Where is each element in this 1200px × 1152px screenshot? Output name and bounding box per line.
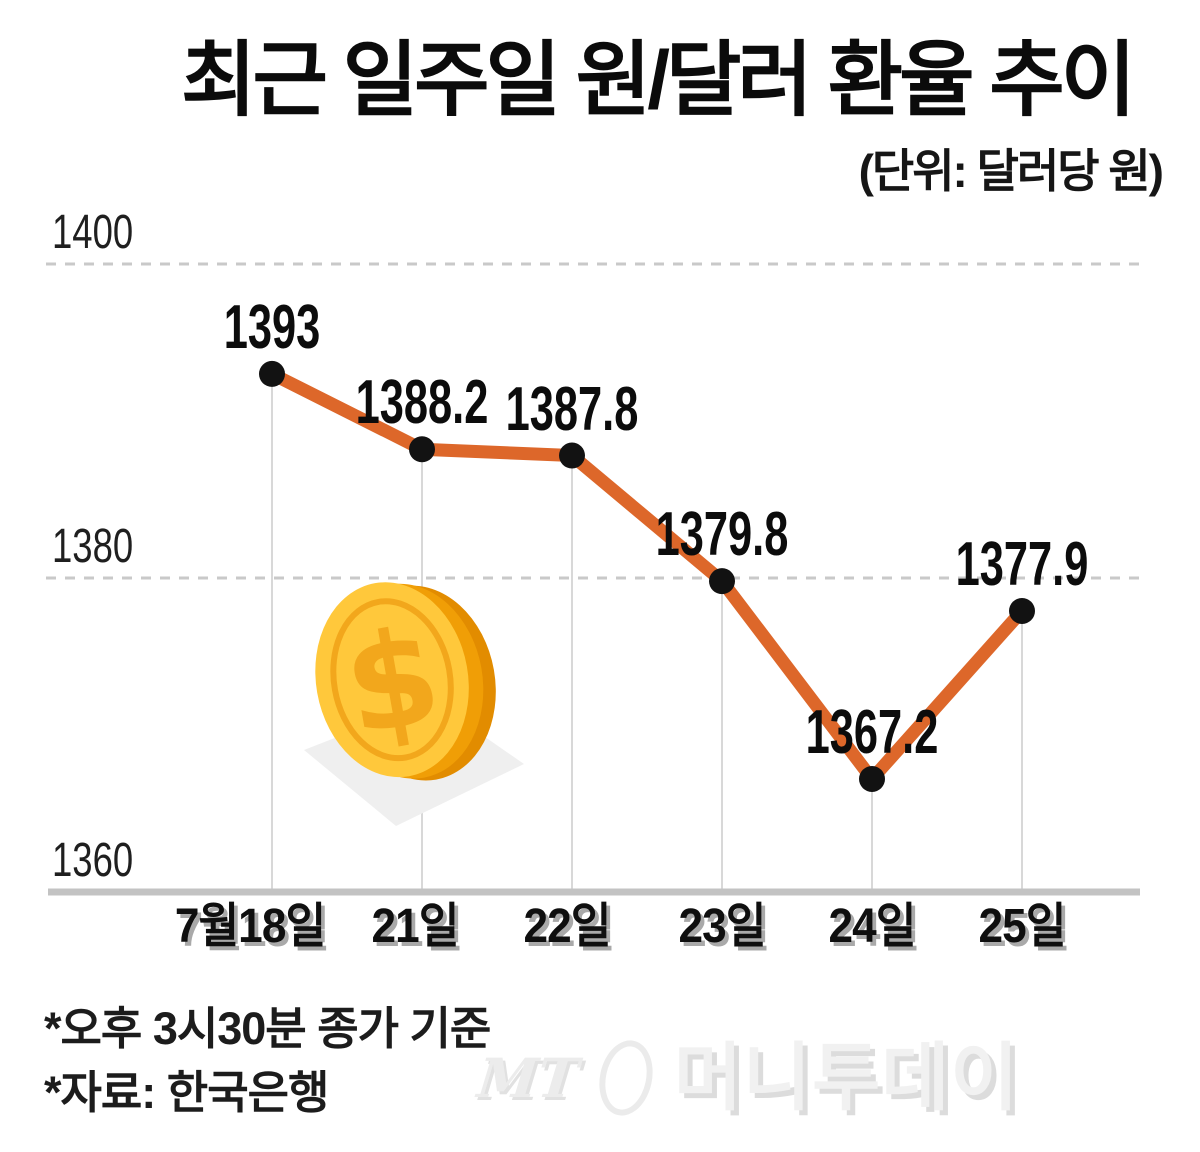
data-point-dot <box>709 568 735 595</box>
gridlines-group <box>46 262 1148 580</box>
footnote-source: *자료: 한국은행 <box>44 1067 329 1118</box>
series-group <box>259 360 1035 792</box>
data-point-dot <box>1009 597 1035 624</box>
series-line <box>269 368 1027 790</box>
data-point-dot <box>409 436 435 463</box>
data-point-dot <box>859 765 885 792</box>
footnote-basis: *오후 3시30분 종가 기준 <box>44 1003 491 1054</box>
chart-unit-note: (단위: 달러당 원) <box>858 145 1164 197</box>
dollar-coin-icon: $ <box>304 582 524 826</box>
chart-title: 최근 일주일 원/달러 환율 추이 <box>181 35 1136 126</box>
coin-face <box>315 582 469 778</box>
coin-body: $ <box>315 582 496 781</box>
data-point-dot <box>559 442 585 469</box>
coin-inner-ring <box>330 598 454 762</box>
data-point-dot <box>259 360 285 387</box>
